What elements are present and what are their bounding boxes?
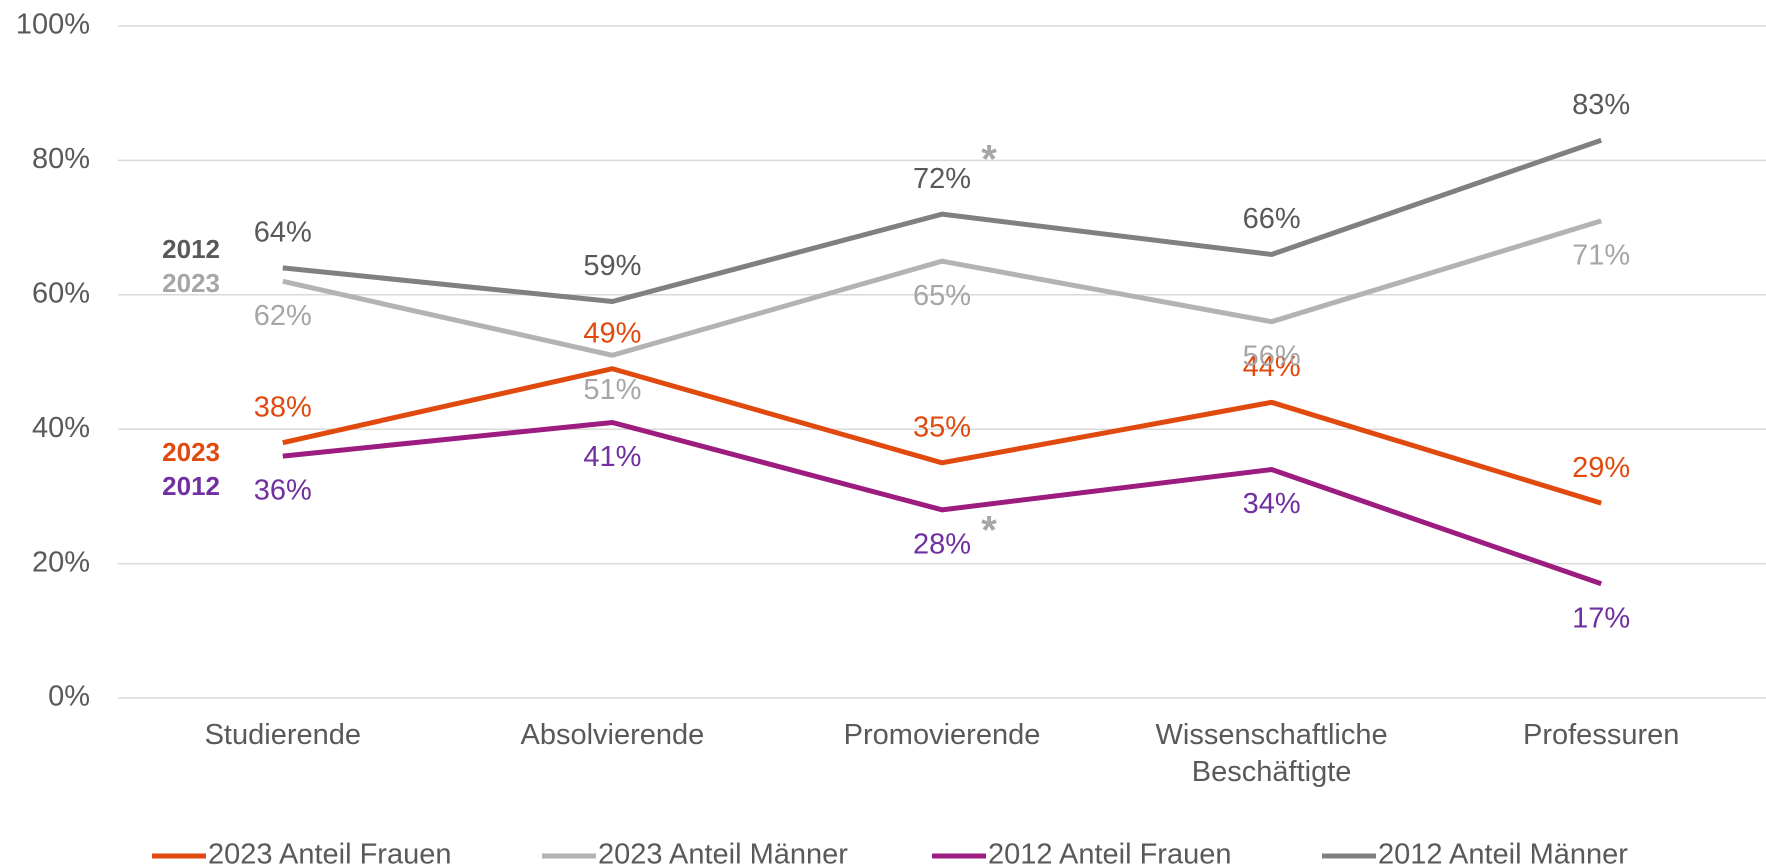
line bbox=[282, 218, 1602, 358]
annotation: 2023 bbox=[162, 437, 220, 467]
y-tick-label: 60% bbox=[32, 277, 90, 309]
data-label: 71% bbox=[1572, 240, 1630, 272]
annotation: 2012 bbox=[162, 234, 220, 264]
y-tick-label: 20% bbox=[32, 546, 90, 578]
data-label: 49% bbox=[583, 317, 641, 349]
data-label: 65% bbox=[913, 280, 971, 312]
data-label: 59% bbox=[583, 250, 641, 282]
data-label: 64% bbox=[254, 217, 312, 249]
data-label: 34% bbox=[1243, 488, 1301, 520]
data-label: 56% bbox=[1243, 340, 1301, 372]
data-label: 62% bbox=[254, 300, 312, 332]
annotation: * bbox=[981, 138, 997, 182]
x-tick-label: Wissenschaftliche Beschäftigte bbox=[1155, 719, 1388, 788]
data-label: 44% bbox=[1243, 351, 1301, 383]
data-label: 17% bbox=[1572, 602, 1630, 634]
annotation: 2012 bbox=[162, 471, 220, 501]
y-tick-label: 100% bbox=[16, 9, 90, 41]
data-label: 28% bbox=[913, 528, 971, 560]
data-label: 66% bbox=[1243, 203, 1301, 235]
data-label: 38% bbox=[254, 391, 312, 423]
legend-label: 2012 Anteil Frauen bbox=[988, 839, 1231, 868]
annotation: 2023 bbox=[162, 268, 220, 298]
y-tick-label: 80% bbox=[32, 143, 90, 175]
data-label: 36% bbox=[254, 475, 312, 507]
legend-label: 2023 Anteil Frauen bbox=[208, 839, 451, 868]
legend-label: 2023 Anteil Männer bbox=[598, 839, 848, 868]
data-label: 35% bbox=[913, 411, 971, 443]
x-tick-label: Professuren bbox=[1523, 719, 1680, 751]
data-label: 29% bbox=[1572, 452, 1630, 484]
line bbox=[282, 419, 1603, 587]
data-label: 83% bbox=[1572, 89, 1630, 121]
x-tick-label: Promovierende bbox=[843, 719, 1041, 751]
data-label: 41% bbox=[583, 441, 641, 473]
annotation: * bbox=[981, 509, 997, 553]
y-tick-label: 0% bbox=[48, 681, 90, 713]
line bbox=[282, 137, 1603, 305]
y-tick-label: 40% bbox=[32, 412, 90, 444]
x-tick-label: Absolvierende bbox=[520, 719, 705, 751]
line bbox=[282, 366, 1602, 506]
data-label: 51% bbox=[583, 374, 641, 406]
legend-label: 2012 Anteil Männer bbox=[1378, 839, 1628, 868]
data-label: 72% bbox=[913, 163, 971, 195]
x-tick-label: Studierende bbox=[204, 719, 361, 751]
